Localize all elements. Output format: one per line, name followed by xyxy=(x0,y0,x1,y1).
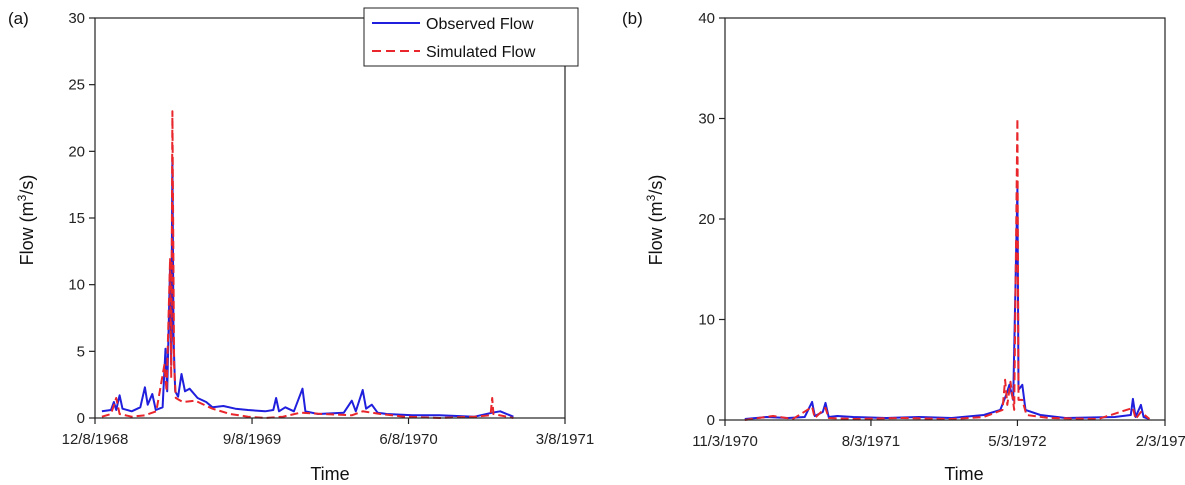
panel-a-x-tick-label: 6/8/1970 xyxy=(379,431,437,448)
panel-b-series-simulated-line xyxy=(744,117,1151,421)
legend-simulated-label: Simulated Flow xyxy=(426,44,536,61)
panel-a-y-tick-label: 15 xyxy=(68,210,85,227)
panel-a-label: (a) xyxy=(8,9,29,28)
panel-b-plot-area xyxy=(744,117,1151,421)
panel-b-y-tick-label: 0 xyxy=(707,412,715,429)
panel-b-series-observed-line xyxy=(744,187,1150,420)
panel-a-series-observed-line xyxy=(101,157,514,418)
panel-b-x-tick-label: 8/3/1971 xyxy=(842,433,900,450)
panel-a: (a) 0 5 10 15 20 25 30 12/8/1968 9/8/1969 6/8/19… xyxy=(8,7,594,484)
panel-b-x-tick-label: 2/3/1973 xyxy=(1136,433,1185,450)
panel-b-y-tick-label: 20 xyxy=(698,211,715,228)
panel-a-y-axis-title: Flow (m3/s) xyxy=(15,175,37,266)
panel-b-x-tick-label: 5/3/1972 xyxy=(988,433,1046,450)
panel-b-y-axis-title: Flow (m3/s) xyxy=(644,175,666,266)
panel-a-y-tick-label: 10 xyxy=(68,277,85,294)
panel-b-y-tick-label: 40 xyxy=(698,10,715,27)
panel-a-x-ticks: 12/8/1968 9/8/1969 6/8/1970 3/8/1971 xyxy=(62,418,594,448)
panel-b-x-ticks: 11/3/1970 8/3/1971 5/3/1972 2/3/1973 xyxy=(692,420,1185,450)
panel-b: (b) 0 10 20 30 40 11/3/1970 8/3/1971 5/3/1972 2… xyxy=(622,9,1185,484)
legend-observed-label: Observed Flow xyxy=(426,16,534,33)
panel-a-axes-frame xyxy=(94,17,566,419)
panel-a-x-tick-label: 12/8/1968 xyxy=(62,431,129,448)
panel-a-y-tick-label: 5 xyxy=(77,343,85,360)
panel-b-x-tick-label: 11/3/1970 xyxy=(692,433,758,450)
panel-a-x-axis-title: Time xyxy=(310,464,349,484)
legend: Observed Flow Simulated Flow xyxy=(363,7,579,67)
panel-b-x-axis-title: Time xyxy=(944,464,983,484)
panel-a-plot-area xyxy=(101,110,514,419)
panel-a-y-tick-label: 30 xyxy=(68,10,85,27)
panel-b-y-ticks: 0 10 20 30 40 xyxy=(698,10,725,429)
panel-a-y-tick-label: 25 xyxy=(68,77,85,94)
panel-a-x-tick-label: 3/8/1971 xyxy=(536,431,594,448)
panel-a-x-tick-label: 9/8/1969 xyxy=(223,431,281,448)
panel-a-y-tick-label: 0 xyxy=(77,410,85,427)
panel-b-axes-frame xyxy=(724,17,1166,421)
panel-b-y-tick-label: 30 xyxy=(698,111,715,128)
legend-box xyxy=(363,7,579,67)
panel-b-y-tick-label: 10 xyxy=(698,312,715,329)
panel-a-y-tick-label: 20 xyxy=(68,143,85,160)
panel-a-series-simulated-line xyxy=(101,110,514,419)
panel-a-y-ticks: 0 5 10 15 20 25 30 xyxy=(68,10,95,427)
panel-b-label: (b) xyxy=(622,9,643,28)
